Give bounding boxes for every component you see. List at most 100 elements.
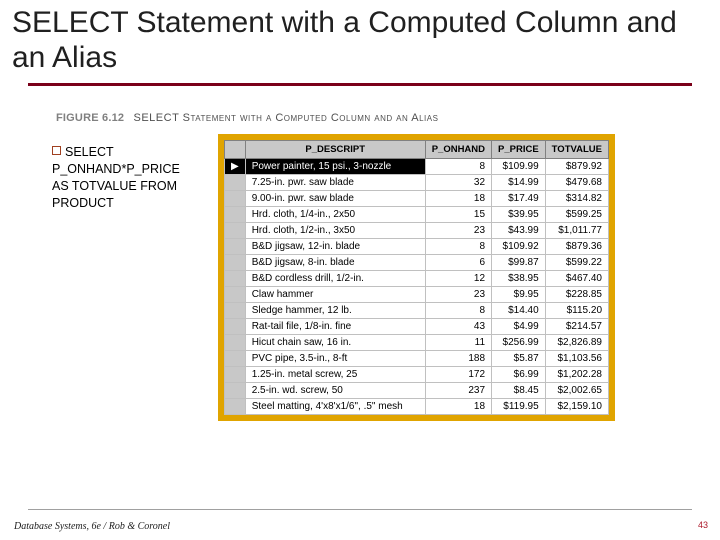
row-selector-cell	[225, 207, 246, 223]
sql-statement: SELECT P_ONHAND*P_PRICE AS TOTVALUE FROM…	[0, 134, 200, 212]
table-row: Hrd. cloth, 1/4-in., 2x5015$39.95$599.25	[225, 207, 609, 223]
cell-onhand: 18	[425, 399, 491, 415]
cell-price: $14.40	[492, 303, 546, 319]
row-selector-cell	[225, 239, 246, 255]
cell-price: $39.95	[492, 207, 546, 223]
row-selector-cell	[225, 175, 246, 191]
footer-rule	[28, 509, 692, 510]
cell-totvalue: $1,103.56	[545, 351, 608, 367]
col-header: P_DESCRIPT	[245, 141, 425, 159]
cell-descript: 2.5-in. wd. screw, 50	[245, 383, 425, 399]
cell-price: $256.99	[492, 335, 546, 351]
row-selector-cell	[225, 287, 246, 303]
cell-descript: Power painter, 15 psi., 3-nozzle	[245, 159, 425, 175]
sql-line: AS TOTVALUE FROM	[52, 179, 177, 193]
table-row: B&D jigsaw, 12-in. blade8$109.92$879.36	[225, 239, 609, 255]
row-selector-cell	[225, 335, 246, 351]
cell-totvalue: $1,011.77	[545, 223, 608, 239]
cell-onhand: 18	[425, 191, 491, 207]
cell-descript: B&D jigsaw, 12-in. blade	[245, 239, 425, 255]
cell-totvalue: $228.85	[545, 287, 608, 303]
cell-price: $109.92	[492, 239, 546, 255]
cell-totvalue: $467.40	[545, 271, 608, 287]
cell-totvalue: $479.68	[545, 175, 608, 191]
row-selector-cell	[225, 351, 246, 367]
table-row: B&D cordless drill, 1/2-in.12$38.95$467.…	[225, 271, 609, 287]
table-row: 7.25-in. pwr. saw blade32$14.99$479.68	[225, 175, 609, 191]
cell-descript: 9.00-in. pwr. saw blade	[245, 191, 425, 207]
cell-onhand: 172	[425, 367, 491, 383]
cell-onhand: 8	[425, 159, 491, 175]
table-row: Hicut chain saw, 16 in.11$256.99$2,826.8…	[225, 335, 609, 351]
cell-price: $99.87	[492, 255, 546, 271]
cell-onhand: 15	[425, 207, 491, 223]
result-grid: P_DESCRIPT P_ONHAND P_PRICE TOTVALUE ▶Po…	[224, 140, 609, 415]
sql-line: P_ONHAND*P_PRICE	[52, 162, 180, 176]
cell-descript: Rat-tail file, 1/8-in. fine	[245, 319, 425, 335]
cell-price: $109.99	[492, 159, 546, 175]
cell-totvalue: $115.20	[545, 303, 608, 319]
table-row: 2.5-in. wd. screw, 50237$8.45$2,002.65	[225, 383, 609, 399]
row-selector-cell	[225, 255, 246, 271]
figure-number: FIGURE 6.12	[56, 112, 124, 124]
cell-descript: Claw hammer	[245, 287, 425, 303]
cell-totvalue: $314.82	[545, 191, 608, 207]
figure-title: SELECT Statement with a Computed Column …	[134, 112, 439, 124]
table-row: PVC pipe, 3.5-in., 8-ft188$5.87$1,103.56	[225, 351, 609, 367]
cell-onhand: 11	[425, 335, 491, 351]
cell-price: $4.99	[492, 319, 546, 335]
cell-descript: Hicut chain saw, 16 in.	[245, 335, 425, 351]
cell-onhand: 23	[425, 223, 491, 239]
cell-price: $8.45	[492, 383, 546, 399]
row-selector-cell	[225, 319, 246, 335]
cell-price: $38.95	[492, 271, 546, 287]
cell-descript: Hrd. cloth, 1/4-in., 2x50	[245, 207, 425, 223]
cell-totvalue: $599.25	[545, 207, 608, 223]
cell-price: $6.99	[492, 367, 546, 383]
cell-onhand: 237	[425, 383, 491, 399]
content-area: SELECT P_ONHAND*P_PRICE AS TOTVALUE FROM…	[0, 134, 720, 421]
slide-title: SELECT Statement with a Computed Column …	[0, 0, 720, 79]
table-row: 1.25-in. metal screw, 25172$6.99$1,202.2…	[225, 367, 609, 383]
col-header: P_ONHAND	[425, 141, 491, 159]
row-pointer-icon: ▶	[225, 159, 246, 175]
col-header: P_PRICE	[492, 141, 546, 159]
figure-caption: FIGURE 6.12 SELECT Statement with a Comp…	[56, 112, 720, 124]
row-selector-cell	[225, 367, 246, 383]
sql-line: PRODUCT	[52, 196, 114, 210]
bullet-icon	[52, 146, 61, 155]
row-selector-cell	[225, 191, 246, 207]
cell-totvalue: $879.36	[545, 239, 608, 255]
table-row: B&D jigsaw, 8-in. blade6$99.87$599.22	[225, 255, 609, 271]
footer-citation: Database Systems, 6e / Rob & Coronel	[14, 521, 170, 532]
cell-descript: B&D cordless drill, 1/2-in.	[245, 271, 425, 287]
table-row: ▶Power painter, 15 psi., 3-nozzle8$109.9…	[225, 159, 609, 175]
row-selector-cell	[225, 223, 246, 239]
cell-onhand: 32	[425, 175, 491, 191]
cell-price: $14.99	[492, 175, 546, 191]
sql-line: SELECT	[65, 145, 114, 159]
title-underline	[28, 83, 692, 86]
table-row: Steel matting, 4'x8'x1/6", .5" mesh18$11…	[225, 399, 609, 415]
cell-onhand: 23	[425, 287, 491, 303]
cell-onhand: 188	[425, 351, 491, 367]
table-row: 9.00-in. pwr. saw blade18$17.49$314.82	[225, 191, 609, 207]
cell-price: $17.49	[492, 191, 546, 207]
row-selector-cell	[225, 383, 246, 399]
col-header: TOTVALUE	[545, 141, 608, 159]
row-selector-header	[225, 141, 246, 159]
cell-descript: Hrd. cloth, 1/2-in., 3x50	[245, 223, 425, 239]
row-selector-cell	[225, 271, 246, 287]
table-row: Claw hammer23$9.95$228.85	[225, 287, 609, 303]
header-row: P_DESCRIPT P_ONHAND P_PRICE TOTVALUE	[225, 141, 609, 159]
row-selector-cell	[225, 303, 246, 319]
page-number: 43	[698, 520, 708, 530]
cell-totvalue: $214.57	[545, 319, 608, 335]
table-row: Rat-tail file, 1/8-in. fine43$4.99$214.5…	[225, 319, 609, 335]
table-row: Sledge hammer, 12 lb.8$14.40$115.20	[225, 303, 609, 319]
cell-descript: PVC pipe, 3.5-in., 8-ft	[245, 351, 425, 367]
cell-descript: Steel matting, 4'x8'x1/6", .5" mesh	[245, 399, 425, 415]
cell-onhand: 6	[425, 255, 491, 271]
cell-totvalue: $2,159.10	[545, 399, 608, 415]
cell-totvalue: $1,202.28	[545, 367, 608, 383]
